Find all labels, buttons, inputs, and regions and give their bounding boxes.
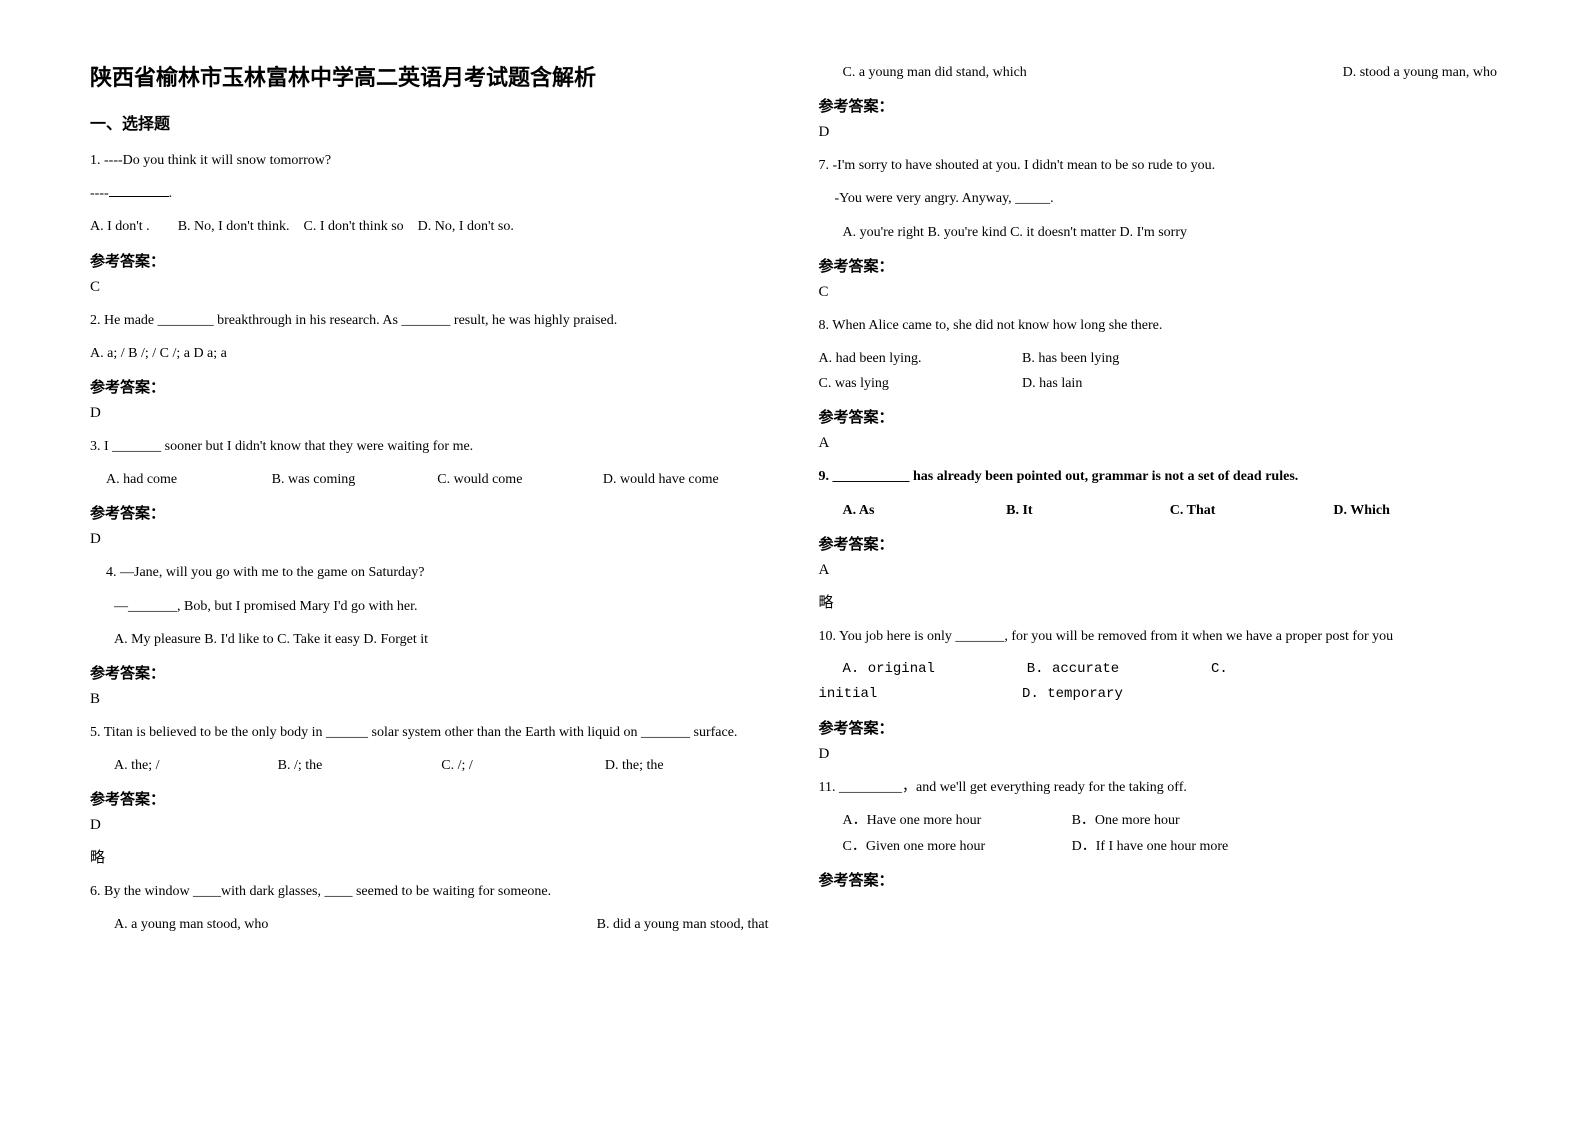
q11-options: A．Have one more hour B．One more hour C．G… — [819, 808, 1498, 858]
q8-optC: C. was lying — [819, 371, 1023, 396]
q2-stem: 2. He made ________ breakthrough in his … — [90, 308, 769, 333]
q5-optC: C. /; / — [441, 753, 605, 778]
q11-optA: A．Have one more hour — [843, 808, 1072, 833]
q9-optB: B. It — [1006, 498, 1170, 523]
q6-options-cd: C. a young man did stand, which D. stood… — [819, 60, 1498, 85]
q3-stem: 3. I _______ sooner but I didn't know th… — [90, 434, 769, 459]
q7-stem2: -You were very angry. Anyway, _____. — [819, 186, 1498, 211]
q8-optD: D. has lain — [1022, 371, 1226, 396]
q6-optA: A. a young man stood, who — [114, 912, 441, 937]
q3-optC: C. would come — [437, 467, 603, 492]
q9-stem: 9. ___________ has already been pointed … — [819, 464, 1498, 489]
q1-optC: C. I don't think so — [304, 219, 404, 234]
q6-stem: 6. By the window ____with dark glasses, … — [90, 879, 769, 904]
q8-optA: A. had been lying. — [819, 346, 1023, 371]
q10-optB: B. accurate — [1027, 657, 1211, 682]
q3-optA: A. had come — [106, 467, 272, 492]
answer-label: 参考答案： — [90, 502, 769, 523]
q1-options: A. I don't . B. No, I don't think. C. I … — [90, 214, 769, 239]
answer-label: 参考答案： — [90, 250, 769, 271]
q5-optB: B. /; the — [278, 753, 442, 778]
q8-stem: 8. When Alice came to, she did not know … — [819, 313, 1498, 338]
section-header: 一、选择题 — [90, 110, 769, 134]
answer-label: 参考答案： — [819, 95, 1498, 116]
q1-optB: B. No, I don't think. — [178, 219, 290, 234]
q11-optD: D．If I have one hour more — [1072, 834, 1301, 859]
q5-optA: A. the; / — [114, 753, 278, 778]
q9-answer: A — [819, 562, 1498, 579]
q7-stem1: 7. -I'm sorry to have shouted at you. I … — [819, 153, 1498, 178]
q10-options: A. original B. accurate C. initial D. te… — [819, 657, 1498, 707]
q10-stem: 10. You job here is only _______, for yo… — [819, 624, 1498, 649]
q8-optB: B. has been lying — [1022, 346, 1226, 371]
answer-label: 参考答案： — [819, 533, 1498, 554]
q8-answer: A — [819, 435, 1498, 452]
q9-options: A. As B. It C. That D. Which — [819, 498, 1498, 523]
q4-stem2: —_______, Bob, but I promised Mary I'd g… — [90, 594, 769, 619]
q1-optD: D. No, I don't so. — [418, 219, 514, 234]
q4-stem1: 4. —Jane, will you go with me to the gam… — [90, 560, 769, 585]
q10-optC: initial — [819, 682, 1023, 707]
q9-optD: D. Which — [1333, 498, 1497, 523]
q2-answer: D — [90, 405, 769, 422]
q6-optD: D. stood a young man, who — [1170, 60, 1497, 85]
q9-optC: C. That — [1170, 498, 1334, 523]
q3-optB: B. was coming — [272, 467, 438, 492]
q5-options: A. the; / B. /; the C. /; / D. the; the — [90, 753, 769, 778]
page-title: 陕西省榆林市玉林富林中学高二英语月考试题含解析 — [90, 60, 769, 92]
q1-answer: C — [90, 279, 769, 296]
q4-options: A. My pleasure B. I'd like to C. Take it… — [90, 627, 769, 652]
answer-label: 参考答案： — [90, 376, 769, 397]
q3-options: A. had come B. was coming C. would come … — [90, 467, 769, 492]
q11-optC: C．Given one more hour — [843, 834, 1072, 859]
answer-label: 参考答案： — [819, 255, 1498, 276]
right-column: C. a young man did stand, which D. stood… — [819, 60, 1498, 938]
answer-label: 参考答案： — [90, 662, 769, 683]
q1-dash-line: ----. — [90, 181, 769, 206]
q7-answer: C — [819, 284, 1498, 301]
blank — [109, 183, 169, 197]
answer-label: 参考答案： — [819, 717, 1498, 738]
answer-label: 参考答案： — [819, 869, 1498, 890]
q10-optC-prefix: C. — [1211, 657, 1395, 682]
q1-optA: A. I don't . — [90, 219, 150, 234]
q5-note: 略 — [90, 846, 769, 867]
answer-label: 参考答案： — [819, 406, 1498, 427]
q8-options: A. had been lying. B. has been lying C. … — [819, 346, 1498, 396]
q7-options: A. you're right B. you're kind C. it doe… — [819, 220, 1498, 245]
q4-answer: B — [90, 691, 769, 708]
q10-optA: A. original — [843, 657, 1027, 682]
q3-answer: D — [90, 531, 769, 548]
q5-answer: D — [90, 817, 769, 834]
q9-note: 略 — [819, 591, 1498, 612]
q1-stem: 1. ----Do you think it will snow tomorro… — [90, 148, 769, 173]
q5-stem: 5. Titan is believed to be the only body… — [90, 720, 769, 745]
q10-optD: D. temporary — [1022, 682, 1226, 707]
q9-optA: A. As — [843, 498, 1007, 523]
q6-optB: B. did a young man stood, that — [441, 912, 768, 937]
q2-options: A. a; / B /; / C /; a D a; a — [90, 341, 769, 366]
page-columns: 陕西省榆林市玉林富林中学高二英语月考试题含解析 一、选择题 1. ----Do … — [90, 60, 1497, 938]
q11-optB: B．One more hour — [1072, 808, 1301, 833]
q6-optC: C. a young man did stand, which — [843, 60, 1170, 85]
q3-optD: D. would have come — [603, 467, 769, 492]
q6-answer: D — [819, 124, 1498, 141]
answer-label: 参考答案： — [90, 788, 769, 809]
q1-dash: ---- — [90, 186, 109, 201]
q11-stem: 11. _________，and we'll get everything r… — [819, 775, 1498, 800]
q10-answer: D — [819, 746, 1498, 763]
left-column: 陕西省榆林市玉林富林中学高二英语月考试题含解析 一、选择题 1. ----Do … — [90, 60, 769, 938]
q6-options-ab: A. a young man stood, who B. did a young… — [90, 912, 769, 937]
q5-optD: D. the; the — [605, 753, 769, 778]
